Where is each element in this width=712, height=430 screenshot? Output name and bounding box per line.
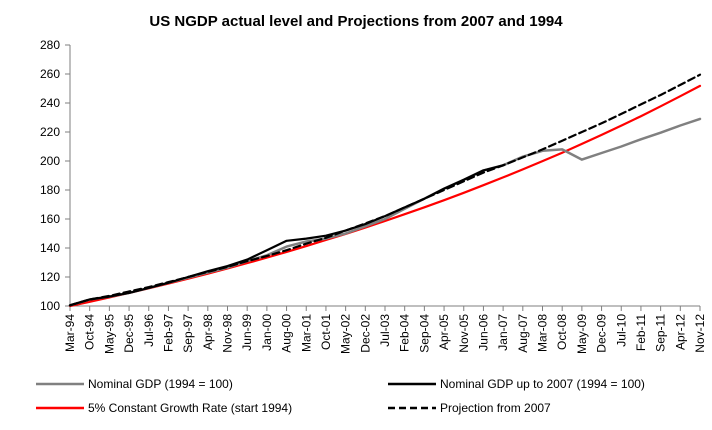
y-tick-label: 160	[40, 212, 60, 226]
x-tick-label: Nov-98	[221, 314, 235, 353]
x-tick-label: Jun-06	[476, 314, 490, 351]
x-tick-label: Jan-00	[260, 314, 274, 351]
legend-label: Projection from 2007	[440, 401, 551, 415]
x-tick-label: Sep-04	[417, 314, 431, 353]
legend-item: Nominal GDP (1994 = 100)	[36, 377, 233, 391]
legend-label: Nominal GDP (1994 = 100)	[88, 377, 233, 391]
x-tick-label: Mar-94	[63, 314, 77, 352]
x-tick-label: Feb-04	[398, 314, 412, 352]
y-tick-label: 100	[40, 299, 60, 313]
chart-title: US NGDP actual level and Projections fro…	[149, 13, 563, 30]
x-tick-label: Feb-11	[634, 314, 648, 351]
y-tick-label: 120	[40, 270, 60, 284]
legend-label: Nominal GDP up to 2007 (1994 = 100)	[440, 377, 645, 391]
y-tick-label: 220	[40, 125, 60, 139]
series-line-nominal-gdp-1994-100	[68, 117, 702, 307]
x-tick-label: Mar-01	[299, 314, 313, 352]
y-tick-label: 260	[40, 67, 60, 81]
x-tick-label: Jan-07	[496, 314, 510, 351]
x-tick-label: Mar-08	[536, 314, 550, 352]
series-line-projection-from-2007	[68, 73, 702, 307]
x-tick-label: Nov-12	[693, 314, 707, 353]
x-tick-label: Dec-95	[122, 314, 136, 353]
legend-item: 5% Constant Growth Rate (start 1994)	[36, 401, 292, 415]
x-tick-label: Nov-05	[457, 314, 471, 353]
x-tick-label: Jul-03	[378, 314, 392, 347]
y-tick-label: 180	[40, 183, 60, 197]
x-tick-label: Jul-96	[142, 314, 156, 347]
x-tick-label: Sep-11	[654, 314, 668, 352]
x-tick-label: Feb-97	[161, 314, 175, 352]
x-tick-label: Dec-02	[358, 314, 372, 353]
y-tick-label: 140	[40, 241, 60, 255]
x-tick-label: Oct-08	[555, 314, 569, 350]
y-tick-label: 280	[40, 38, 60, 52]
x-tick-label: May-02	[339, 314, 353, 354]
legend-item: Nominal GDP up to 2007 (1994 = 100)	[388, 377, 645, 391]
series-line-nominal-gdp-up-to-2007-1994-100	[68, 164, 505, 307]
x-tick-label: Aug-07	[516, 314, 530, 353]
x-tick-label: Jun-99	[240, 314, 254, 351]
y-tick-label: 200	[40, 154, 60, 168]
x-tick-label: May-95	[102, 314, 116, 354]
x-tick-label: Oct-01	[319, 314, 333, 350]
series-line-5-constant-growth-rate-start-1994	[68, 84, 702, 308]
y-tick-label: 240	[40, 96, 60, 110]
legend-label: 5% Constant Growth Rate (start 1994)	[88, 401, 292, 415]
x-tick-label: Jul-10	[614, 314, 628, 347]
legend-item: Projection from 2007	[388, 401, 551, 415]
x-tick-label: Apr-98	[201, 314, 215, 350]
x-tick-label: Oct-94	[83, 314, 97, 350]
x-tick-label: May-09	[575, 314, 589, 354]
x-tick-label: Aug-00	[280, 314, 294, 353]
x-tick-label: Sep-97	[181, 314, 195, 353]
x-tick-label: Apr-05	[437, 314, 451, 350]
x-tick-label: Dec-09	[595, 314, 609, 353]
x-tick-label: Apr-12	[673, 314, 687, 350]
